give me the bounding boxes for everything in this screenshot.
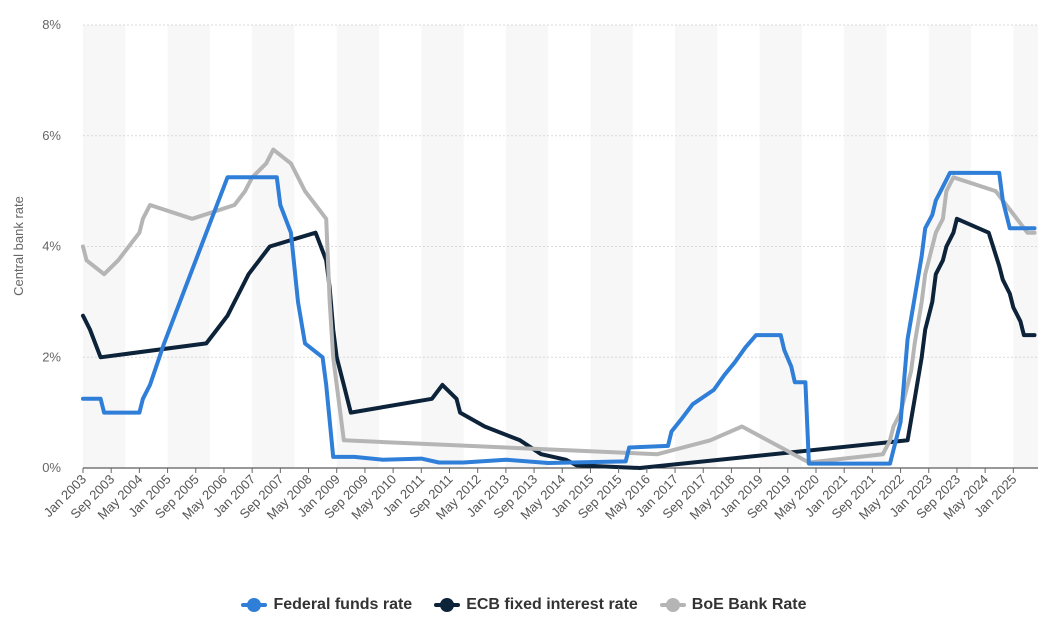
y-axis-ticks: 0% 2% 4% 6% 8% <box>42 17 61 475</box>
y-tick-label: 4% <box>42 239 61 254</box>
y-tick-label: 2% <box>42 349 61 364</box>
year-band <box>1013 25 1038 468</box>
legend-swatch-ecb-fixed-interest-rate <box>434 598 461 612</box>
y-tick-label: 8% <box>42 17 61 32</box>
y-tick-label: 6% <box>42 128 61 143</box>
legend-label-boe-bank-rate: BoE Bank Rate <box>691 596 807 613</box>
legend-swatch-boe-bank-rate <box>659 598 686 612</box>
legend-swatch-federal-funds-rate <box>241 598 268 612</box>
legend-label-ecb-fixed-interest-rate: ECB fixed interest rate <box>466 596 638 613</box>
legend-item-boe-bank-rate[interactable]: BoE Bank Rate <box>659 596 807 614</box>
grid-lines <box>83 24 1038 469</box>
y-axis-label: Central bank rate <box>11 196 26 296</box>
legend-item-federal-funds-rate[interactable]: Federal funds rate <box>241 596 412 614</box>
legend-label-federal-funds-rate: Federal funds rate <box>273 596 413 613</box>
legend-item-ecb-fixed-interest-rate[interactable]: ECB fixed interest rate <box>434 596 638 614</box>
legend: Federal funds rate ECB fixed interest ra… <box>0 596 1048 614</box>
series-line-boe-bank-rate[interactable] <box>81 147 1037 465</box>
series-line-ecb-fixed-interest-rate[interactable] <box>81 216 1037 470</box>
series-line-federal-funds-rate[interactable] <box>81 170 1037 466</box>
series-lines <box>81 147 1037 470</box>
y-tick-label: 0% <box>42 460 61 475</box>
